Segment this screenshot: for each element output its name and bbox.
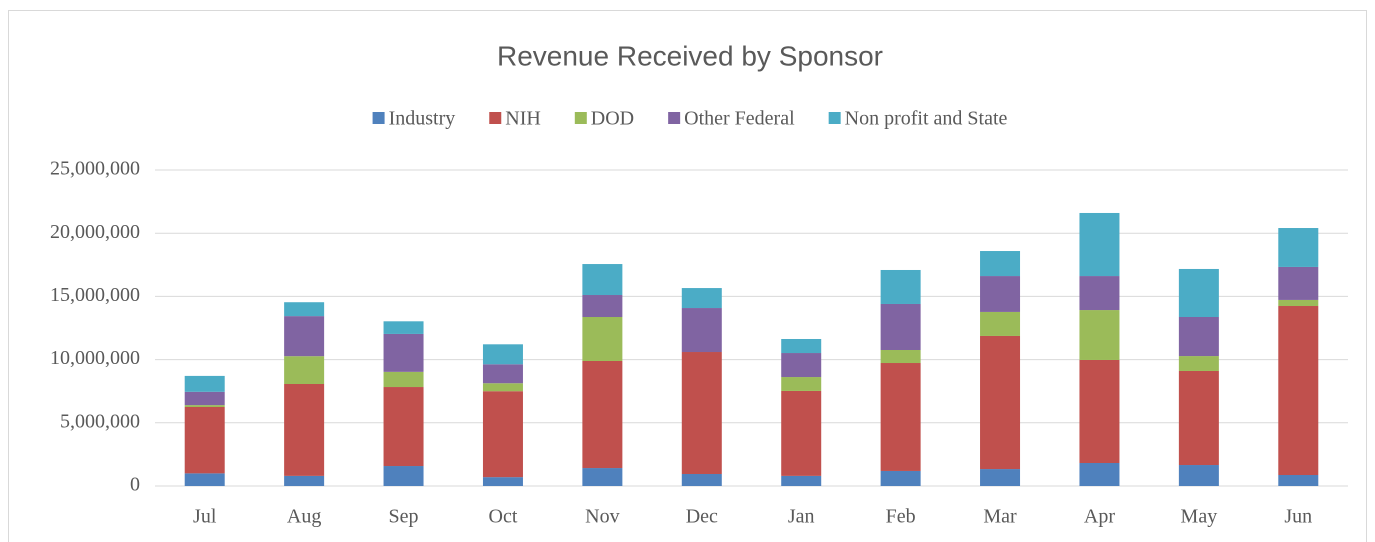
x-tick-label: Oct: [489, 506, 518, 528]
bar-segment: [1278, 266, 1319, 300]
y-tick-label: 0: [130, 474, 140, 496]
y-tick-label: 25,000,000: [50, 158, 140, 180]
bar-segment: [284, 316, 325, 357]
bar-segment: [681, 308, 722, 353]
bar-segment: [284, 356, 325, 384]
bar-segment: [781, 353, 822, 378]
bar-segment: [781, 377, 822, 391]
bar-segment: [980, 276, 1021, 312]
y-tick-label: 15,000,000: [50, 284, 140, 306]
bar-segment: [781, 338, 822, 354]
bar-segment: [1079, 310, 1120, 360]
y-tick-label: 10,000,000: [50, 347, 140, 369]
bar-segment: [582, 360, 623, 469]
bar-segment: [482, 364, 523, 384]
bar-segment: [980, 469, 1021, 486]
bar-segment: [980, 251, 1021, 277]
bar-segment: [184, 391, 225, 406]
bar-segment: [482, 383, 523, 392]
legend-swatch: [574, 112, 587, 124]
x-tick-label: Nov: [585, 506, 619, 528]
bar-segment: [1079, 212, 1120, 277]
bar-segment: [681, 352, 722, 474]
legend-swatch: [828, 112, 841, 124]
bar-segment: [582, 317, 623, 361]
bar-segment: [980, 335, 1021, 470]
bar-segment: [184, 473, 225, 486]
bar-segment: [284, 383, 325, 476]
bar-segment: [1079, 462, 1120, 486]
x-tick-label: Dec: [686, 506, 718, 528]
bar-segment: [880, 363, 921, 471]
x-tick-label: Jun: [1284, 506, 1312, 528]
bar-segment: [681, 473, 722, 486]
bar-segment: [383, 333, 424, 372]
y-tick-label: 5,000,000: [60, 410, 140, 432]
bar-segment: [482, 477, 523, 486]
x-tick-label: May: [1181, 506, 1218, 528]
x-tick-label: Feb: [886, 506, 916, 528]
legend-label: Industry: [389, 108, 456, 130]
legend-label: Non profit and State: [845, 108, 1008, 130]
legend-label: NIH: [505, 108, 541, 130]
legend-swatch: [372, 112, 385, 124]
bar-segment: [1079, 359, 1120, 463]
bar-segment: [582, 468, 623, 486]
x-tick-label: Aug: [287, 506, 321, 528]
legend-label: DOD: [591, 108, 634, 130]
bar-segment: [383, 387, 424, 467]
bar-segment: [383, 321, 424, 334]
bar-segment: [184, 407, 225, 474]
bar-segment: [681, 288, 722, 309]
bar-segment: [383, 371, 424, 388]
bar-segment: [1079, 276, 1120, 311]
bar-segment: [1178, 465, 1219, 486]
x-tick-label: Apr: [1084, 506, 1115, 528]
x-tick-label: Sep: [389, 506, 419, 528]
bar-segment: [1278, 475, 1319, 486]
chart-title: Revenue Received by Sponsor: [497, 40, 883, 71]
bar-segment: [383, 466, 424, 486]
bar-segment: [781, 475, 822, 486]
bar-segment: [482, 391, 523, 478]
bar-segment: [880, 303, 921, 350]
bar-segment: [1278, 299, 1319, 307]
bar-segment: [1178, 356, 1219, 371]
bar-segment: [284, 302, 325, 317]
bar-segment: [880, 349, 921, 364]
legend-swatch: [668, 112, 681, 124]
bar-segment: [781, 390, 822, 476]
x-tick-label: Jan: [788, 506, 815, 528]
bar-segment: [1178, 370, 1219, 466]
x-tick-label: Mar: [983, 506, 1017, 528]
bar-segment: [1278, 228, 1319, 267]
bar-segment: [1278, 306, 1319, 476]
bar-segment: [880, 470, 921, 486]
x-tick-label: Jul: [193, 506, 217, 528]
bar-segment: [980, 311, 1021, 336]
legend-label: Other Federal: [684, 108, 795, 130]
bar-segment: [880, 269, 921, 304]
bar-segment: [184, 375, 225, 392]
bar-segment: [582, 295, 623, 318]
bar-segment: [482, 344, 523, 365]
bar-segment: [184, 405, 225, 407]
bar-segment: [1178, 268, 1219, 318]
bar-segment: [1178, 317, 1219, 357]
legend-swatch: [489, 112, 502, 124]
y-tick-label: 20,000,000: [50, 221, 140, 243]
bar-segment: [284, 475, 325, 486]
bar-segment: [582, 264, 623, 296]
